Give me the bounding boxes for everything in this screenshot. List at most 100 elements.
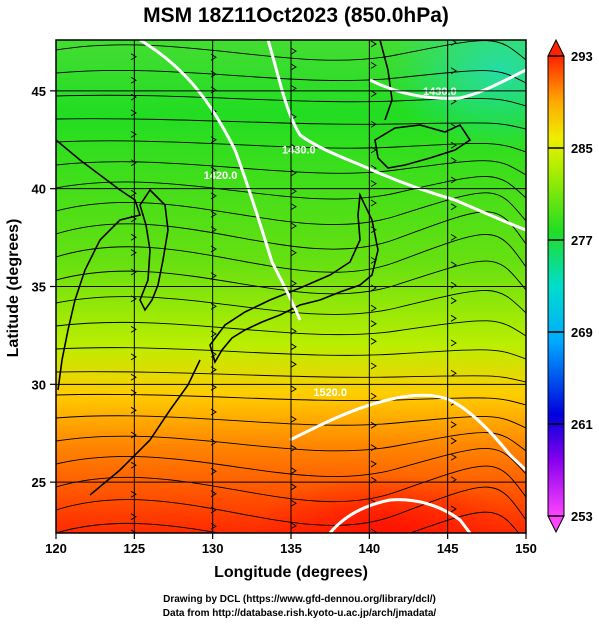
streamline-arrow (130, 109, 137, 117)
streamline-arrow (130, 53, 137, 61)
streamline-arrow (130, 353, 137, 361)
contour-1430-north (266, 40, 526, 232)
streamline-arrow (130, 490, 137, 498)
credit-drawing: Drawing by DCL (https://www.gfd-dennou.o… (163, 594, 436, 605)
streamline-arrow (130, 93, 137, 101)
colorbar-ticks: 253 261 269 277 285 293 (548, 49, 593, 524)
x-tick-label: 135 (280, 541, 302, 556)
colorbar-tick-label: 253 (571, 509, 593, 524)
streamline-arrow (290, 415, 297, 423)
streamline (56, 447, 526, 478)
plot-area: 1420.0 1430.0 1430.0 1520.0 (56, 40, 526, 533)
streamline-arrow (290, 47, 297, 55)
streamline (56, 211, 526, 250)
streamline (56, 393, 526, 406)
streamline-arrow (290, 203, 297, 211)
coast-mainland (56, 139, 142, 391)
x-axis: 120 125 130 135 140 145 150 (45, 533, 537, 556)
y-tick-label: 45 (32, 84, 46, 99)
streamline-arrow (370, 460, 377, 468)
credit-data: Data from http://database.rish.kyoto-u.a… (162, 608, 437, 619)
streamline-arrow (450, 203, 457, 211)
streamline-arrow (370, 90, 377, 98)
streamline-arrow (370, 362, 377, 370)
streamline-arrow (130, 431, 137, 439)
streamline-arrow (130, 76, 137, 84)
streamline-arrow (290, 360, 297, 368)
streamline-arrow (290, 385, 297, 393)
streamline-arrow (370, 421, 377, 429)
streamline-arrow (370, 528, 377, 533)
streamline-arrow (130, 513, 137, 521)
streamline-arrow (290, 279, 297, 287)
contour-1420 (139, 40, 302, 321)
streamline-arrow (130, 159, 137, 167)
colorbar-tick-label: 285 (571, 141, 593, 156)
streamline-arrow (370, 180, 377, 188)
streamline (56, 140, 526, 153)
streamline-arrow (130, 406, 137, 414)
y-tick-label: 25 (32, 475, 46, 490)
colorbar-bottom-arrow (547, 515, 565, 534)
streamline-arrow (370, 226, 377, 234)
colorbar-tick-label: 269 (571, 325, 593, 340)
streamline (56, 511, 519, 533)
coastlines (56, 40, 472, 496)
streamline-arrow (290, 143, 297, 151)
streamline-arrow (370, 284, 377, 292)
streamline-arrow (370, 40, 377, 48)
y-tick-label: 30 (32, 377, 46, 392)
colorbar-body (547, 55, 565, 517)
gridlines (56, 40, 526, 533)
streamline-arrow (290, 187, 297, 195)
streamline-arrow (290, 522, 297, 530)
streamline-arrow (450, 339, 457, 347)
x-tick-label: 130 (202, 541, 224, 556)
coast-hokkaido (374, 123, 472, 169)
streamline-arrow (450, 505, 457, 513)
streamline-arrow (370, 444, 377, 452)
streamline-arrow (130, 249, 137, 257)
chart-title: MSM 18Z11Oct2023 (850.0hPa) (143, 4, 449, 27)
streamline-arrow (370, 61, 377, 69)
coast-korea (139, 188, 169, 312)
streamline-arrow (130, 325, 137, 333)
streamline (56, 160, 526, 176)
coast-ryukyu (89, 359, 201, 496)
streamline (56, 486, 526, 526)
streamline-arrow (450, 421, 457, 429)
streamline-arrow (290, 169, 297, 177)
y-tick-label: 35 (32, 280, 46, 295)
streamline-arrow (290, 444, 297, 452)
colorbar-tick-label: 261 (571, 417, 593, 432)
x-tick-label: 120 (45, 541, 67, 556)
cool-region (390, 40, 526, 150)
streamline-arrow (370, 199, 377, 207)
streamline-arrow (370, 337, 377, 345)
streamline-arrow (370, 392, 377, 400)
streamline-arrow (130, 268, 137, 276)
streamline-arrow (450, 314, 457, 322)
colorbar-tick-label: 293 (571, 49, 593, 64)
streamline-arrow (450, 176, 457, 184)
streamline-arrow (450, 281, 457, 289)
streamline (56, 432, 526, 452)
streamline-arrow (290, 84, 297, 92)
streamline-arrow (370, 120, 377, 128)
x-tick-label: 140 (358, 541, 380, 556)
streamline (56, 234, 526, 273)
streamline (56, 465, 526, 503)
colorbar-top-arrow (547, 38, 565, 57)
streamline (56, 371, 526, 383)
streamline-arrow (290, 483, 297, 491)
streamline-arrow (130, 233, 137, 241)
contour-label: 1420.0 (204, 170, 238, 182)
streamline (56, 415, 526, 429)
streamline-arrow (290, 249, 297, 257)
streamline-arrow (290, 63, 297, 71)
streamline-arrow (130, 130, 137, 138)
streamline (56, 118, 526, 130)
x-axis-title: Longitude (degrees) (214, 564, 368, 581)
streamline-arrow (450, 67, 457, 75)
streamline (56, 192, 526, 226)
